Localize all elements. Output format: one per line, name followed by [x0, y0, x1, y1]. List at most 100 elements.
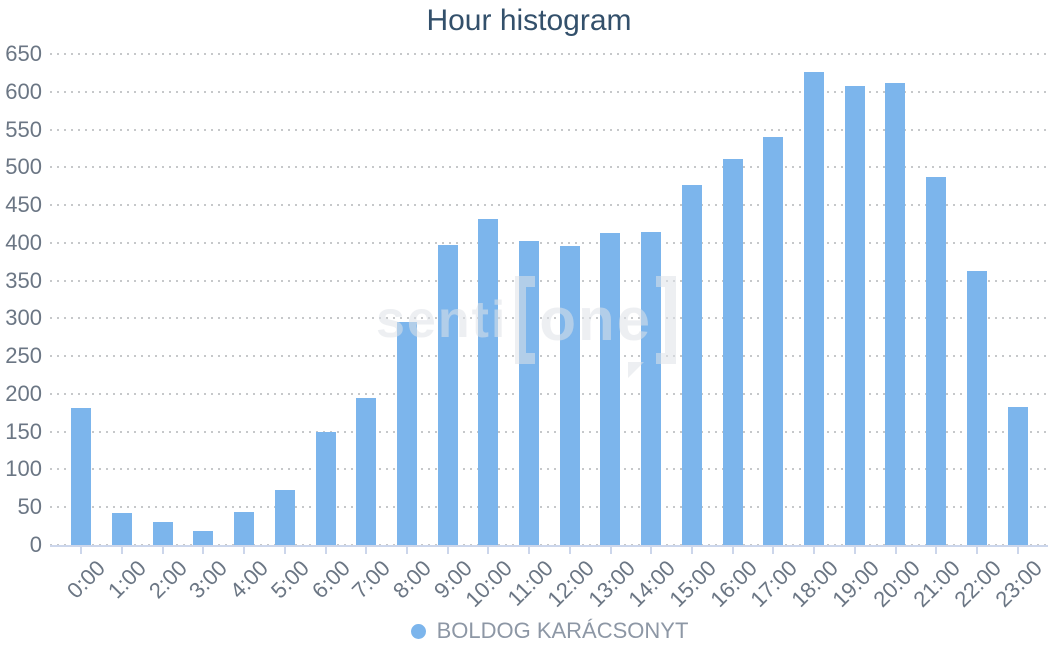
bar-15:00[interactable]: [681, 184, 702, 545]
y-axis-label-150: 150: [5, 418, 42, 444]
bar-cell-7:00: [346, 54, 387, 545]
x-axis-tick-13:00: [609, 547, 612, 554]
gridline-450: [50, 204, 1046, 207]
bar-13:00[interactable]: [600, 233, 621, 545]
bar-cell-23:00: [997, 54, 1038, 545]
bar-cell-19:00: [834, 54, 875, 545]
gridline-100: [50, 468, 1046, 471]
x-axis-tick-9:00: [446, 547, 449, 554]
y-axis-label-300: 300: [5, 305, 42, 331]
bar-12:00[interactable]: [559, 245, 580, 545]
x-axis-tick-11:00: [528, 547, 531, 554]
bar-4:00[interactable]: [234, 511, 255, 545]
plot-area: [61, 54, 1038, 545]
x-axis-tick-22:00: [975, 547, 978, 554]
bar-9:00[interactable]: [437, 245, 458, 545]
bar-8:00[interactable]: [396, 322, 417, 545]
bar-cell-14:00: [631, 54, 672, 545]
bar-cell-22:00: [956, 54, 997, 545]
x-axis-tick-20:00: [894, 547, 897, 554]
bar-cell-3:00: [183, 54, 224, 545]
x-axis-tick-6:00: [324, 547, 327, 554]
x-axis-tick-5:00: [283, 547, 286, 554]
y-axis-label-350: 350: [5, 267, 42, 293]
gridline-250: [50, 355, 1046, 358]
bar-cell-1:00: [102, 54, 143, 545]
chart-title: Hour histogram: [426, 4, 632, 37]
bar-6:00[interactable]: [315, 431, 336, 545]
y-axis-label-50: 50: [17, 494, 42, 520]
x-axis-tick-19:00: [853, 547, 856, 554]
bar-21:00[interactable]: [926, 177, 947, 545]
bar-cell-21:00: [916, 54, 957, 545]
bar-cell-5:00: [265, 54, 306, 545]
gridline-400: [50, 241, 1046, 244]
x-axis-tick-14:00: [650, 547, 653, 554]
bar-5:00[interactable]: [274, 489, 295, 545]
y-axis-label-400: 400: [5, 229, 42, 255]
bar-17:00[interactable]: [763, 137, 784, 545]
x-axis-tick-1:00: [121, 547, 124, 554]
y-axis-label-500: 500: [5, 154, 42, 180]
y-axis-label-450: 450: [5, 192, 42, 218]
bar-2:00[interactable]: [152, 522, 173, 545]
bar-22:00[interactable]: [966, 270, 987, 545]
x-axis-tick-7:00: [365, 547, 368, 554]
y-axis-label-250: 250: [5, 343, 42, 369]
bar-cell-17:00: [753, 54, 794, 545]
x-axis-tick-15:00: [690, 547, 693, 554]
gridline-300: [50, 317, 1046, 320]
gridline-600: [50, 90, 1046, 93]
bar-7:00[interactable]: [356, 397, 377, 545]
y-axis-label-200: 200: [5, 380, 42, 406]
legend-series-label[interactable]: BOLDOG KARÁCSONYT: [436, 618, 689, 643]
bar-19:00[interactable]: [844, 85, 865, 545]
bar-3:00[interactable]: [193, 531, 214, 545]
bar-cell-15:00: [672, 54, 713, 545]
y-axis-label-600: 600: [5, 78, 42, 104]
bar-cell-10:00: [468, 54, 509, 545]
bar-cell-11:00: [509, 54, 550, 545]
x-axis-tick-17:00: [772, 547, 775, 554]
legend-marker-circle-icon[interactable]: [410, 623, 426, 639]
bar-10:00[interactable]: [478, 219, 499, 545]
bar-cell-2:00: [142, 54, 183, 545]
x-axis-tick-12:00: [568, 547, 571, 554]
bar-cell-4:00: [224, 54, 265, 545]
bar-cell-6:00: [305, 54, 346, 545]
x-axis-tick-8:00: [406, 547, 409, 554]
x-axis-line: [50, 545, 1048, 547]
y-axis-label-0: 0: [29, 532, 42, 557]
x-axis-tick-0:00: [80, 547, 83, 554]
bar-20:00[interactable]: [885, 83, 906, 545]
y-axis-label-100: 100: [5, 456, 42, 482]
gridline-layer: [50, 53, 1046, 546]
bar-18:00[interactable]: [804, 72, 824, 545]
bar-cell-12:00: [549, 54, 590, 545]
gridline-350: [50, 279, 1046, 282]
bar-14:00[interactable]: [641, 231, 662, 545]
bar-23:00[interactable]: [1007, 406, 1028, 545]
bar-cell-20:00: [875, 54, 916, 545]
x-axis-tick-2:00: [161, 547, 164, 554]
y-axis-label-550: 550: [5, 116, 42, 142]
x-axis-tick-21:00: [935, 547, 938, 554]
bar-1:00[interactable]: [112, 513, 133, 545]
bar-cell-8:00: [387, 54, 428, 545]
x-axis-tick-3:00: [202, 547, 205, 554]
gridline-550: [50, 128, 1046, 131]
bar-0:00[interactable]: [71, 407, 92, 545]
x-axis-tick-16:00: [731, 547, 734, 554]
gridline-150: [50, 430, 1046, 433]
bar-cell-9:00: [427, 54, 468, 545]
bar-16:00[interactable]: [722, 159, 743, 545]
y-axis-label-650: 650: [5, 41, 42, 66]
bar-cell-13:00: [590, 54, 631, 545]
bar-11:00[interactable]: [519, 241, 540, 545]
legend-item[interactable]: BOLDOG KARÁCSONYT: [61, 614, 1038, 648]
bar-cell-16:00: [712, 54, 753, 545]
x-axis-tick-10:00: [487, 547, 490, 554]
gridline-650: [50, 53, 1046, 55]
x-axis-tick-4:00: [243, 547, 246, 554]
